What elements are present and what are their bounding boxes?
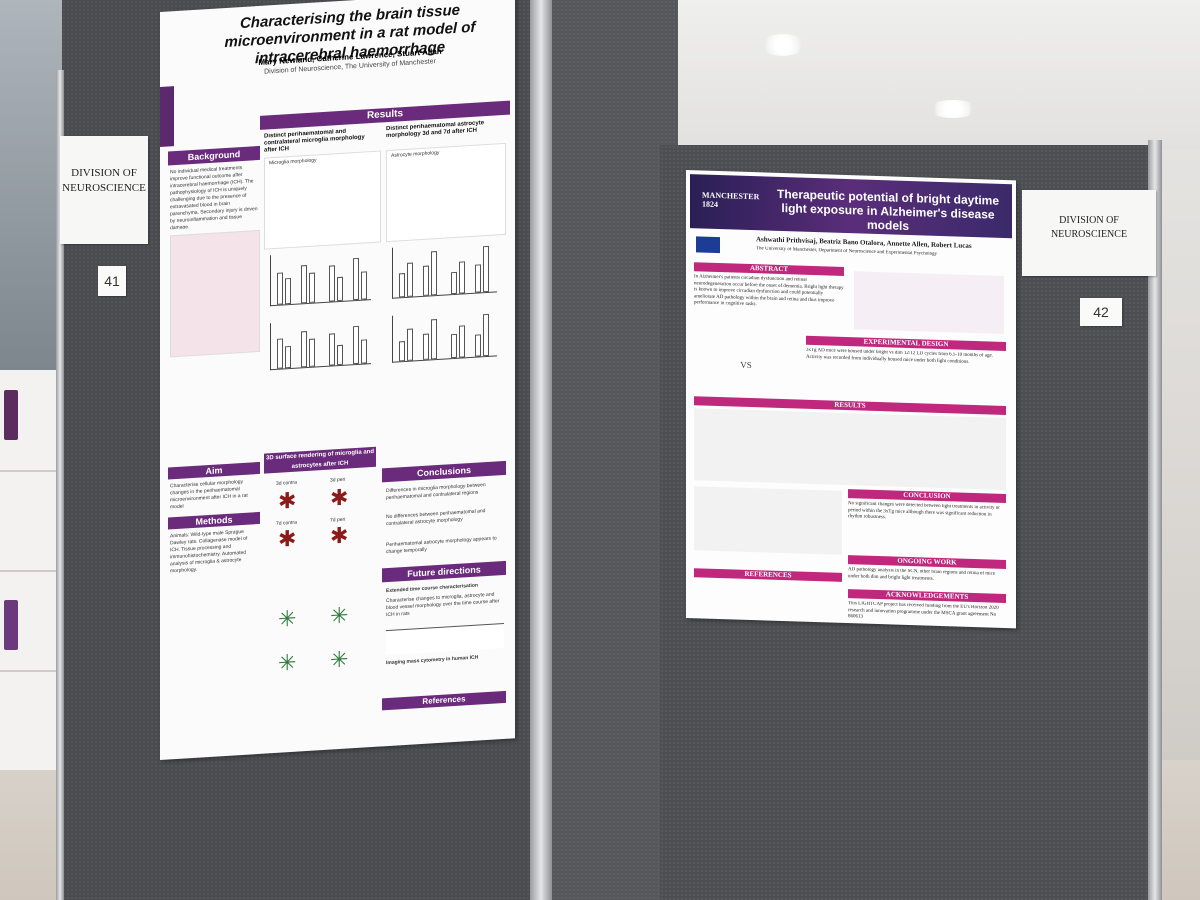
conclusions-header: Conclusions (382, 460, 506, 483)
design-text: 3xTg AD mice were housed under bright vs… (806, 347, 993, 365)
board-number-left: 41 (98, 266, 126, 296)
conclusion-item: No differences between perihaematomal an… (386, 508, 486, 528)
display-board-middle (548, 0, 678, 900)
microglia-bar-charts-2 (270, 317, 371, 371)
references-header: References (382, 690, 506, 711)
acknowledgements-text: This LIGHTCAP project has received fundi… (848, 601, 999, 620)
astrocyte-render: ✳ (278, 649, 297, 676)
poster-left: Characterising the brain tissue microenv… (160, 0, 515, 760)
ceiling-light (928, 100, 978, 118)
astrocyte-render: ✳ (278, 605, 297, 632)
microglia-render: ✱ (278, 487, 297, 514)
background-header: Background (168, 145, 260, 166)
poster-right: MANCHESTER 1824 Therapeutic potential of… (686, 170, 1016, 629)
microglia-render: ✱ (330, 484, 349, 511)
conclusion-item: Differences in microglia morphology betw… (386, 482, 486, 502)
astrocyte-bar-charts (392, 241, 497, 299)
microglia-render: ✱ (330, 522, 349, 549)
board-pole (530, 0, 552, 900)
background-text: No individual medical treatments improve… (170, 164, 258, 230)
astrocyte-result-title: Distinct perihaematomal astrocyte morpho… (386, 120, 485, 140)
microglia-bar-charts (270, 249, 371, 307)
university-logo: MANCHESTER 1824 (702, 190, 760, 210)
university-logo (160, 86, 174, 147)
timeline-diagram (386, 622, 504, 656)
rendering-header: 3D surface rendering of microglia and as… (264, 446, 376, 474)
aim-header: Aim (168, 461, 260, 480)
ongoing-text: AD pathology analysis in the SCN, other … (848, 567, 996, 582)
future-item: Characterise changes to microglia, astro… (386, 591, 500, 619)
future-item: Imaging mass cytometry in human ICH (386, 654, 479, 667)
abstract-header: ABSTRACT (694, 262, 844, 276)
division-card-right: DIVISION OF NEUROSCIENCE (1022, 190, 1156, 276)
astrocyte-pca-plot: Astrocyte morphology (386, 142, 506, 243)
board-pole (56, 70, 64, 900)
results-figures (694, 408, 1006, 491)
eu-flag (696, 236, 720, 254)
conclusion-text: No significant changes were detected bet… (848, 501, 1000, 521)
division-card-left: DIVISION OF NEUROSCIENCE (60, 136, 148, 244)
render-label-1: 3d contra (276, 479, 297, 487)
astrocyte-bar-charts-2 (392, 309, 497, 363)
microglia-pca-plot: Microglia morphology (264, 150, 381, 250)
mouse-vs-illustration: VS (740, 359, 752, 371)
abstract-illustration (854, 271, 1004, 334)
results-figures-2 (694, 486, 842, 555)
ceiling-light (760, 34, 806, 56)
poster-title: Therapeutic potential of bright daytime … (776, 186, 1000, 234)
render-label-2: 3d peri (330, 476, 346, 484)
shop-shelf (0, 370, 64, 770)
conclusion-item: Perihaematomal astrocyte morphology appe… (386, 535, 497, 556)
astrocyte-render: ✳ (330, 646, 349, 673)
pathophysiology-diagram (170, 229, 260, 358)
microglia-result-title: Distinct perihaematomal and contralatera… (264, 128, 365, 154)
astrocyte-render: ✳ (330, 602, 349, 629)
future-header: Future directions (382, 560, 506, 583)
board-pole (1148, 140, 1162, 900)
board-number-right: 42 (1080, 298, 1122, 326)
methods-header: Methods (168, 511, 260, 530)
poster-header: MANCHESTER 1824 Therapeutic potential of… (690, 174, 1012, 239)
aim-text: Characterise cellular morphology changes… (170, 478, 248, 511)
microglia-render: ✱ (278, 525, 297, 552)
references-header: REFERENCES (694, 568, 842, 582)
abstract-text: In Alzheimer's patients circadian dysfun… (694, 274, 844, 308)
methods-text: Animals: Wild-type male Sprague Dawley r… (170, 528, 248, 575)
